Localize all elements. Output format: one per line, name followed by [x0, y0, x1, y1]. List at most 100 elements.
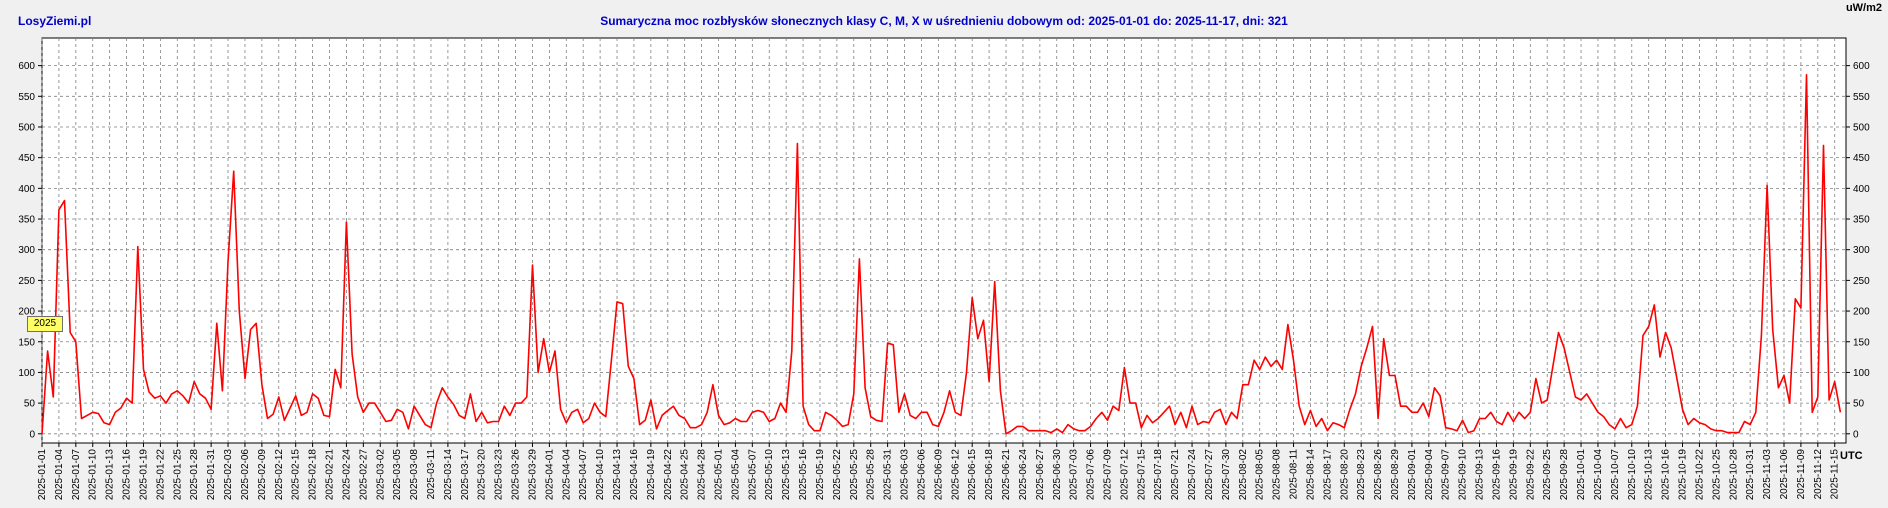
- x-tick-label: 2025-03-14: [443, 449, 454, 501]
- x-tick-label: 2025-06-15: [967, 449, 978, 501]
- x-tick-label: 2025-06-09: [933, 449, 944, 501]
- x-tick-label: 2025-11-15: [1830, 449, 1841, 500]
- x-tick-label: 2025-05-01: [714, 449, 725, 501]
- plot-area: [41, 37, 1847, 444]
- x-tick-label: 2025-04-04: [561, 449, 572, 501]
- y-tick-label-right: 450: [1853, 153, 1870, 164]
- x-tick-label: 2025-08-26: [1373, 449, 1384, 501]
- x-tick-label: 2025-06-24: [1018, 449, 1029, 501]
- y-tick-label-left: 350: [18, 215, 35, 226]
- x-tick-label: 2025-01-16: [122, 449, 133, 501]
- x-tick-label: 2025-08-17: [1322, 449, 1333, 501]
- x-tick-label: 2025-09-13: [1475, 449, 1486, 501]
- x-tick-label: 2025-02-06: [240, 449, 251, 501]
- y-tick-label-left: 100: [18, 368, 35, 379]
- y-tick-label-right: 400: [1853, 184, 1870, 195]
- x-tick-label: 2025-08-14: [1305, 449, 1316, 501]
- x-tick-label: 2025-01-22: [155, 449, 166, 501]
- x-tick-label: 2025-05-19: [815, 449, 826, 501]
- x-tick-label: 2025-11-09: [1796, 449, 1807, 500]
- x-tick-label: 2025-03-17: [460, 449, 471, 501]
- chart-title: Sumaryczna moc rozbłysków słonecznych kl…: [600, 14, 1288, 28]
- x-tick-label: 2025-07-24: [1187, 449, 1198, 501]
- x-tick-label: 2025-07-27: [1204, 449, 1215, 501]
- x-tick-label: 2025-02-03: [223, 449, 234, 501]
- x-tick-label: 2025-04-28: [697, 449, 708, 501]
- y-tick-label-right: 350: [1853, 215, 1870, 226]
- x-tick-label: 2025-10-16: [1661, 449, 1672, 501]
- year-tag: 2025: [27, 316, 63, 332]
- x-tick-label: 2025-05-16: [798, 449, 809, 501]
- x-tick-label: 2025-02-09: [257, 449, 268, 501]
- x-tick-label: 2025-01-28: [189, 449, 200, 501]
- x-tick-label: 2025-10-31: [1745, 449, 1756, 501]
- x-tick-label: 2025-01-10: [88, 449, 99, 501]
- x-tick-label: 2025-01-31: [206, 449, 217, 501]
- brand-label[interactable]: LosyZiemi.pl: [18, 14, 92, 28]
- x-tick-label: 2025-02-15: [291, 449, 302, 501]
- y-tick-label-left: 500: [18, 122, 35, 133]
- x-tick-label: 2025-01-19: [138, 449, 149, 501]
- y-tick-label-right: 600: [1853, 61, 1870, 72]
- y-tick-label-right: 550: [1853, 92, 1870, 103]
- x-tick-label: 2025-11-06: [1779, 449, 1790, 500]
- x-tick-label: 2025-03-29: [527, 449, 538, 501]
- x-tick-label: 2025-02-18: [308, 449, 319, 501]
- x-tick-label: 2025-08-23: [1356, 449, 1367, 501]
- x-tick-label: 2025-10-10: [1627, 449, 1638, 501]
- x-tick-label: 2025-08-20: [1339, 449, 1350, 501]
- x-tick-label: 2025-01-07: [71, 449, 82, 501]
- x-tick-label: 2025-09-07: [1441, 449, 1452, 501]
- x-tick-label: 2025-09-10: [1458, 449, 1469, 501]
- x-tick-label: 2025-10-07: [1610, 449, 1621, 501]
- x-tick-label: 2025-04-25: [680, 449, 691, 501]
- y-tick-label-right: 250: [1853, 276, 1870, 287]
- x-tick-label: 2025-04-16: [629, 449, 640, 501]
- x-tick-label: 2025-05-04: [730, 449, 741, 501]
- x-tick-label: 2025-09-16: [1491, 449, 1502, 501]
- x-tick-label: 2025-07-18: [1153, 449, 1164, 501]
- x-tick-label: 2025-08-05: [1255, 449, 1266, 501]
- x-tick-label: 2025-07-06: [1086, 449, 1097, 501]
- x-tick-label: 2025-02-12: [274, 449, 285, 501]
- x-tick-label: 2025-05-28: [866, 449, 877, 501]
- y-tick-label-left: 300: [18, 245, 35, 256]
- x-tick-label: 2025-04-07: [578, 449, 589, 501]
- x-tick-label: 2025-07-12: [1119, 449, 1130, 501]
- x-tick-label: 2025-10-22: [1694, 449, 1705, 501]
- x-tick-label: 2025-08-02: [1238, 449, 1249, 501]
- y-tick-label-right: 150: [1853, 337, 1870, 348]
- x-tick-label: 2025-04-19: [646, 449, 657, 501]
- y-tick-label-left: 550: [18, 92, 35, 103]
- x-tick-label: 2025-02-24: [341, 449, 352, 501]
- y-tick-label-right: 500: [1853, 122, 1870, 133]
- x-tick-label: 2025-11-03: [1762, 449, 1773, 500]
- x-tick-label: 2025-08-29: [1390, 449, 1401, 501]
- x-tick-label: 2025-01-01: [37, 449, 48, 501]
- x-tick-label: 2025-06-27: [1035, 449, 1046, 501]
- x-tick-label: 2025-03-26: [511, 449, 522, 501]
- y-tick-label-left: 450: [18, 153, 35, 164]
- x-tick-label: 2025-03-05: [392, 449, 403, 501]
- y-tick-label-right: 200: [1853, 307, 1870, 318]
- x-tick-label: 2025-01-13: [105, 449, 116, 501]
- x-tick-label: 2025-03-20: [477, 449, 488, 501]
- x-tick-label: 2025-04-22: [663, 449, 674, 501]
- x-tick-label: 2025-01-25: [172, 449, 183, 501]
- x-tick-label: 2025-05-13: [781, 449, 792, 501]
- x-tick-label: 2025-03-02: [375, 449, 386, 501]
- x-tick-label: 2025-05-25: [849, 449, 860, 501]
- x-tick-label: 2025-06-03: [900, 449, 911, 501]
- x-tick-label: 2025-07-15: [1136, 449, 1147, 501]
- x-tick-label: 2025-07-03: [1069, 449, 1080, 501]
- y-tick-label-left: 600: [18, 61, 35, 72]
- y-unit-label: uW/m2: [1845, 2, 1882, 14]
- x-tick-label: 2025-05-22: [832, 449, 843, 501]
- series-line: [41, 74, 1842, 435]
- x-unit-label: UTC: [1840, 450, 1863, 462]
- y-tick-label-left: 250: [18, 276, 35, 287]
- x-tick-label: 2025-07-21: [1170, 449, 1181, 501]
- x-tick-label: 2025-10-04: [1593, 449, 1604, 501]
- x-tick-label: 2025-09-22: [1525, 449, 1536, 501]
